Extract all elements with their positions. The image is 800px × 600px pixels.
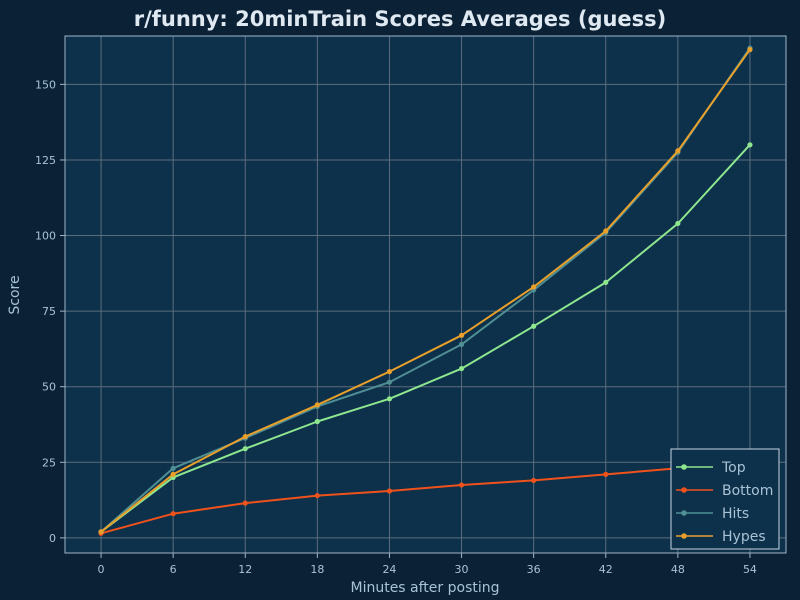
data-point-top [242, 446, 248, 452]
y-tick-label: 25 [42, 456, 56, 469]
legend-label: Hits [722, 506, 749, 522]
grid-lines [65, 36, 786, 553]
data-point-top [314, 418, 320, 425]
x-tick-label: 30 [455, 563, 469, 576]
series-line-hypes [100, 49, 751, 533]
legend-label: Hypes [722, 529, 766, 545]
plot-area [65, 36, 786, 553]
y-tick-label: 150 [35, 78, 56, 91]
legend-box [670, 448, 780, 550]
y-tick-label: 0 [49, 532, 56, 545]
legend-item-hypes: Hypes [676, 529, 766, 545]
data-point-bottom [603, 471, 609, 477]
legend-swatch-marker [681, 487, 687, 493]
legend-swatch-marker [681, 464, 687, 470]
legend: Top Bottom Hits Hypes [670, 448, 780, 550]
x-tick-label: 36 [527, 563, 541, 576]
data-point-hypes [98, 529, 104, 535]
data-point-bottom [170, 511, 176, 517]
data-point-bottom [242, 500, 248, 506]
data-point-hypes [747, 47, 753, 53]
y-tick-label: 75 [42, 305, 56, 318]
data-point-hits [386, 379, 393, 385]
data-point-hits [458, 341, 465, 347]
legend-swatch-marker [681, 533, 687, 539]
y-tick-label: 50 [42, 381, 56, 394]
x-tick-label: 0 [98, 563, 105, 576]
series-line-bottom [100, 458, 751, 535]
data-point-bottom [458, 482, 465, 488]
legend-items: Top Bottom Hits Hypes [676, 460, 773, 545]
x-tick-label: 54 [743, 563, 757, 576]
legend-item-hits: Hits [676, 506, 749, 522]
x-axis-label: Minutes after posting [350, 580, 499, 596]
x-tick-label: 48 [671, 563, 685, 576]
data-point-hits [170, 465, 176, 471]
data-point-top [386, 396, 393, 402]
chart-title: r/funny: 20minTrain Scores Averages (gue… [134, 7, 667, 31]
data-point-top [531, 323, 537, 329]
x-tick-label: 6 [170, 563, 177, 576]
x-tick-label: 24 [382, 563, 396, 576]
data-point-top [747, 142, 753, 148]
legend-label: Bottom [722, 483, 773, 499]
y-tick-label: 100 [35, 230, 56, 243]
data-point-hypes [675, 148, 681, 154]
data-point-hypes [458, 332, 465, 338]
series-hypes [98, 47, 753, 535]
legend-swatch-marker [681, 510, 687, 516]
data-point-hypes [314, 402, 320, 408]
series-layer [98, 45, 753, 536]
legend-label: Top [721, 460, 746, 476]
data-point-bottom [531, 477, 537, 484]
x-tick-label: 18 [310, 563, 324, 576]
legend-item-top: Top [676, 460, 746, 476]
data-point-top [458, 365, 465, 372]
legend-item-bottom: Bottom [676, 483, 773, 499]
data-point-hypes [531, 284, 537, 290]
data-point-hypes [242, 433, 248, 440]
series-line-hits [100, 47, 751, 533]
data-point-top [603, 279, 609, 286]
series-line-top [100, 144, 751, 533]
y-tick-label: 125 [35, 154, 56, 167]
x-tick-label: 12 [238, 563, 252, 576]
data-point-bottom [314, 492, 320, 499]
data-point-hypes [170, 471, 176, 477]
axis-ticks: 0 6 12 18 24 30 36 42 48 54 0 25 50 75 100 125 150 [35, 78, 757, 576]
data-point-top [675, 220, 681, 227]
y-axis-label: Score [7, 275, 23, 314]
data-point-hypes [386, 368, 393, 375]
data-point-bottom [386, 488, 393, 494]
x-tick-label: 42 [599, 563, 613, 576]
data-point-hypes [603, 228, 609, 234]
plot-frame [64, 35, 787, 554]
